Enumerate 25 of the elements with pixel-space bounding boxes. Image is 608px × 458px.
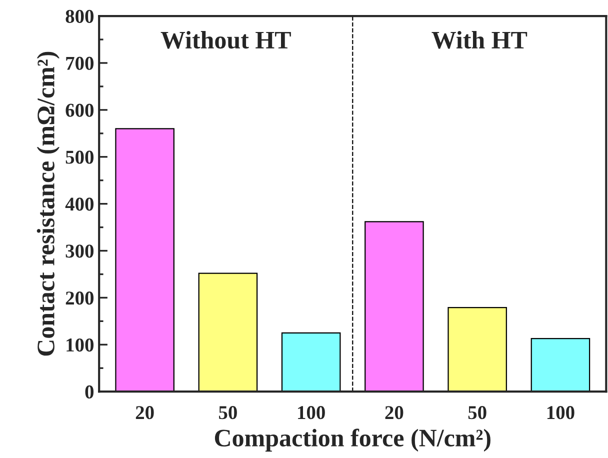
bar — [364, 221, 424, 392]
y-tick-label: 400 — [65, 198, 94, 211]
bar — [448, 307, 507, 392]
bar — [281, 332, 341, 392]
y-axis-title: Contact resistance (mΩ/cm²) — [36, 52, 60, 356]
y-tick-label: 800 — [66, 10, 94, 23]
y-tick-label: 600 — [66, 104, 94, 117]
x-tick-label: 50 — [219, 406, 237, 420]
y-tick-label: 700 — [66, 56, 94, 70]
y-tick-label: 500 — [66, 150, 94, 164]
y-tick-label: 0 — [85, 385, 94, 399]
annotation: Without HT — [160, 30, 291, 49]
x-tick-label: 100 — [298, 406, 325, 420]
bar — [115, 128, 174, 392]
x-tick-label: 50 — [468, 406, 486, 420]
annotation: With HT — [432, 30, 528, 49]
y-tick-label: 300 — [66, 244, 94, 258]
bar — [198, 272, 258, 392]
x-tick-label: 20 — [136, 406, 154, 420]
x-axis-title: Compaction force (N/cm²) — [214, 428, 490, 452]
y-tick-label: 200 — [66, 292, 94, 305]
x-tick-label: 20 — [385, 406, 404, 420]
x-tick-label: 100 — [547, 406, 574, 420]
y-tick-label: 100 — [66, 338, 94, 352]
bar — [530, 338, 590, 392]
